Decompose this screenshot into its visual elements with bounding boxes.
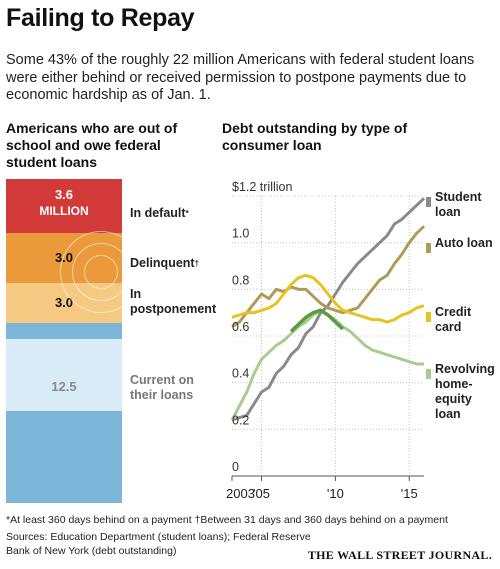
label-delinquent: Delinquent† bbox=[130, 256, 200, 270]
legend-credit-card: Credit card bbox=[435, 305, 472, 334]
x-tick-label: '15 bbox=[401, 486, 418, 501]
x-tick-label: '05 bbox=[253, 486, 270, 501]
footnote: *At least 360 days behind on a payment †… bbox=[6, 514, 448, 526]
y-tick-label: 0.2 bbox=[232, 413, 249, 427]
legend-student-loan: Student loan bbox=[435, 190, 482, 219]
overlay-ring bbox=[84, 255, 118, 289]
y-tick-label: $1.2 trillion bbox=[232, 180, 292, 194]
x-tick-label: 2003 bbox=[226, 486, 255, 501]
y-tick-label: 0.6 bbox=[232, 320, 249, 334]
overlay-ring bbox=[60, 231, 142, 313]
legend-marker-heloc bbox=[426, 369, 431, 379]
legend-marker-credit bbox=[426, 312, 431, 322]
label-postponement: In postponement bbox=[130, 287, 217, 316]
segment-default-unit: MILLION bbox=[39, 204, 89, 218]
segment-current-value: 12.5 bbox=[51, 379, 77, 394]
right-chart-heading: Debt outstanding by type of consumer loa… bbox=[222, 120, 408, 153]
segment-current: 12.5 bbox=[6, 323, 122, 503]
y-tick-label: 0 bbox=[232, 460, 239, 474]
series-auto-loan bbox=[231, 225, 426, 328]
legend-auto-loan: Auto loan bbox=[435, 236, 493, 250]
sources: Sources: Education Department (student l… bbox=[6, 531, 311, 557]
segment-postponement-value: 3.0 bbox=[54, 295, 74, 310]
series-heloc bbox=[230, 308, 424, 421]
legend-heloc: Revolving home-equity loan bbox=[435, 362, 495, 421]
y-tick-label: 0.4 bbox=[232, 367, 249, 381]
segment-default-value: 3.6 bbox=[54, 187, 74, 202]
publisher-logo: THE WALL STREET JOURNAL. bbox=[307, 548, 492, 562]
legend-marker-student bbox=[426, 197, 431, 207]
chart-title: Failing to Repay bbox=[6, 4, 195, 32]
segment-default: 3.6 MILLION bbox=[6, 179, 122, 233]
y-tick-label: 1.0 bbox=[232, 227, 249, 241]
legend-marker-auto bbox=[426, 243, 431, 253]
label-in-default: In default* bbox=[130, 206, 189, 220]
series-student-loan bbox=[231, 197, 426, 422]
label-current: Current on their loans bbox=[130, 373, 194, 402]
left-chart-heading: Americans who are out of school and owe … bbox=[6, 120, 178, 170]
series-heloc-peak bbox=[289, 308, 344, 333]
chart-subtitle: Some 43% of the roughly 22 million Ameri… bbox=[6, 52, 475, 103]
y-tick-label: 0.8 bbox=[232, 273, 249, 287]
series-credit-card bbox=[231, 273, 425, 324]
overlay-ring bbox=[72, 243, 130, 301]
x-tick-label: '10 bbox=[327, 486, 344, 501]
